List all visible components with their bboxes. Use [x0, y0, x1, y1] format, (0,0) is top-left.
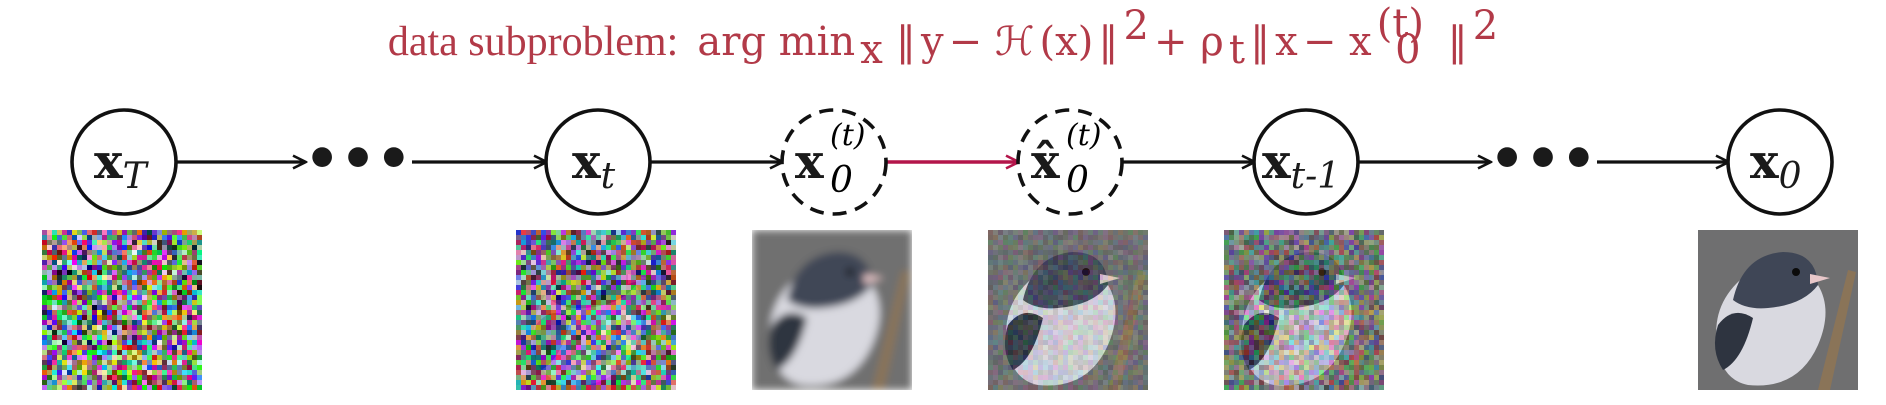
svg-text:0: 0 — [830, 160, 853, 201]
formula-norm-close-2: ‖ — [1448, 19, 1468, 65]
node-xt-minus-1: xt-1 — [1252, 108, 1360, 216]
node-x0t: x (t) 0 — [780, 108, 888, 216]
formula-x: x — [1275, 19, 1298, 65]
formula-x-paren: (x) — [1040, 19, 1094, 65]
svg-text:xt-1: xt-1 — [1262, 134, 1340, 197]
formula-norm-open: ‖ — [896, 19, 916, 65]
formula-rho: ρ — [1200, 19, 1224, 65]
formula-argmin-sub: x — [860, 27, 883, 73]
ellipsis-right: ••• — [1489, 127, 1596, 192]
svg-text:x0: x0 — [1750, 134, 1802, 197]
title: data subproblem: arg min x ‖ y − ℋ (x) ‖… — [388, 1, 1498, 73]
formula-minus-2: − — [1303, 19, 1349, 65]
formula-x0-sub: 0 — [1395, 27, 1420, 73]
thumbnail-noise-full — [42, 230, 202, 390]
formula-argmin: arg min — [697, 19, 855, 65]
formula-x0: x — [1349, 19, 1372, 65]
svg-text:x̂: x̂ — [1031, 134, 1060, 190]
formula-norm-close: ‖ — [1098, 19, 1118, 65]
formula-norm-open-2: ‖ — [1250, 19, 1270, 65]
svg-text:(t): (t) — [1066, 118, 1101, 153]
formula-H: ℋ — [995, 19, 1035, 65]
svg-text:(t): (t) — [830, 118, 865, 153]
formula-x0-sup: (t) — [1377, 1, 1424, 47]
formula-sq1: 2 — [1124, 3, 1149, 49]
formula-minus: − — [949, 19, 995, 65]
title-prefix: data subproblem: — [388, 19, 678, 65]
svg-text:x: x — [795, 134, 824, 190]
svg-text:xT: xT — [94, 134, 150, 197]
thumbnail-bird-refined — [988, 230, 1148, 390]
node-xT: xT — [70, 108, 178, 216]
ellipsis-left: ••• — [304, 127, 411, 192]
thumbnail-bird-noisy — [1224, 230, 1384, 390]
image-row — [42, 230, 1858, 390]
formula-y: y — [920, 19, 944, 65]
node-x0: x0 — [1726, 108, 1834, 216]
formula-sq2: 2 — [1473, 3, 1498, 49]
thumbnail-bird-blurry — [752, 230, 912, 390]
thumbnail-bird-clean — [1698, 230, 1858, 390]
svg-text:0: 0 — [1066, 160, 1089, 201]
node-xt: xt — [544, 108, 652, 216]
formula-plus: + — [1154, 19, 1200, 65]
svg-text:xt: xt — [572, 134, 616, 197]
node-x0t-hat: x̂ (t) 0 — [1016, 108, 1124, 216]
thumbnail-noise-partial — [516, 230, 676, 390]
formula-rho-sub: t — [1229, 27, 1245, 73]
